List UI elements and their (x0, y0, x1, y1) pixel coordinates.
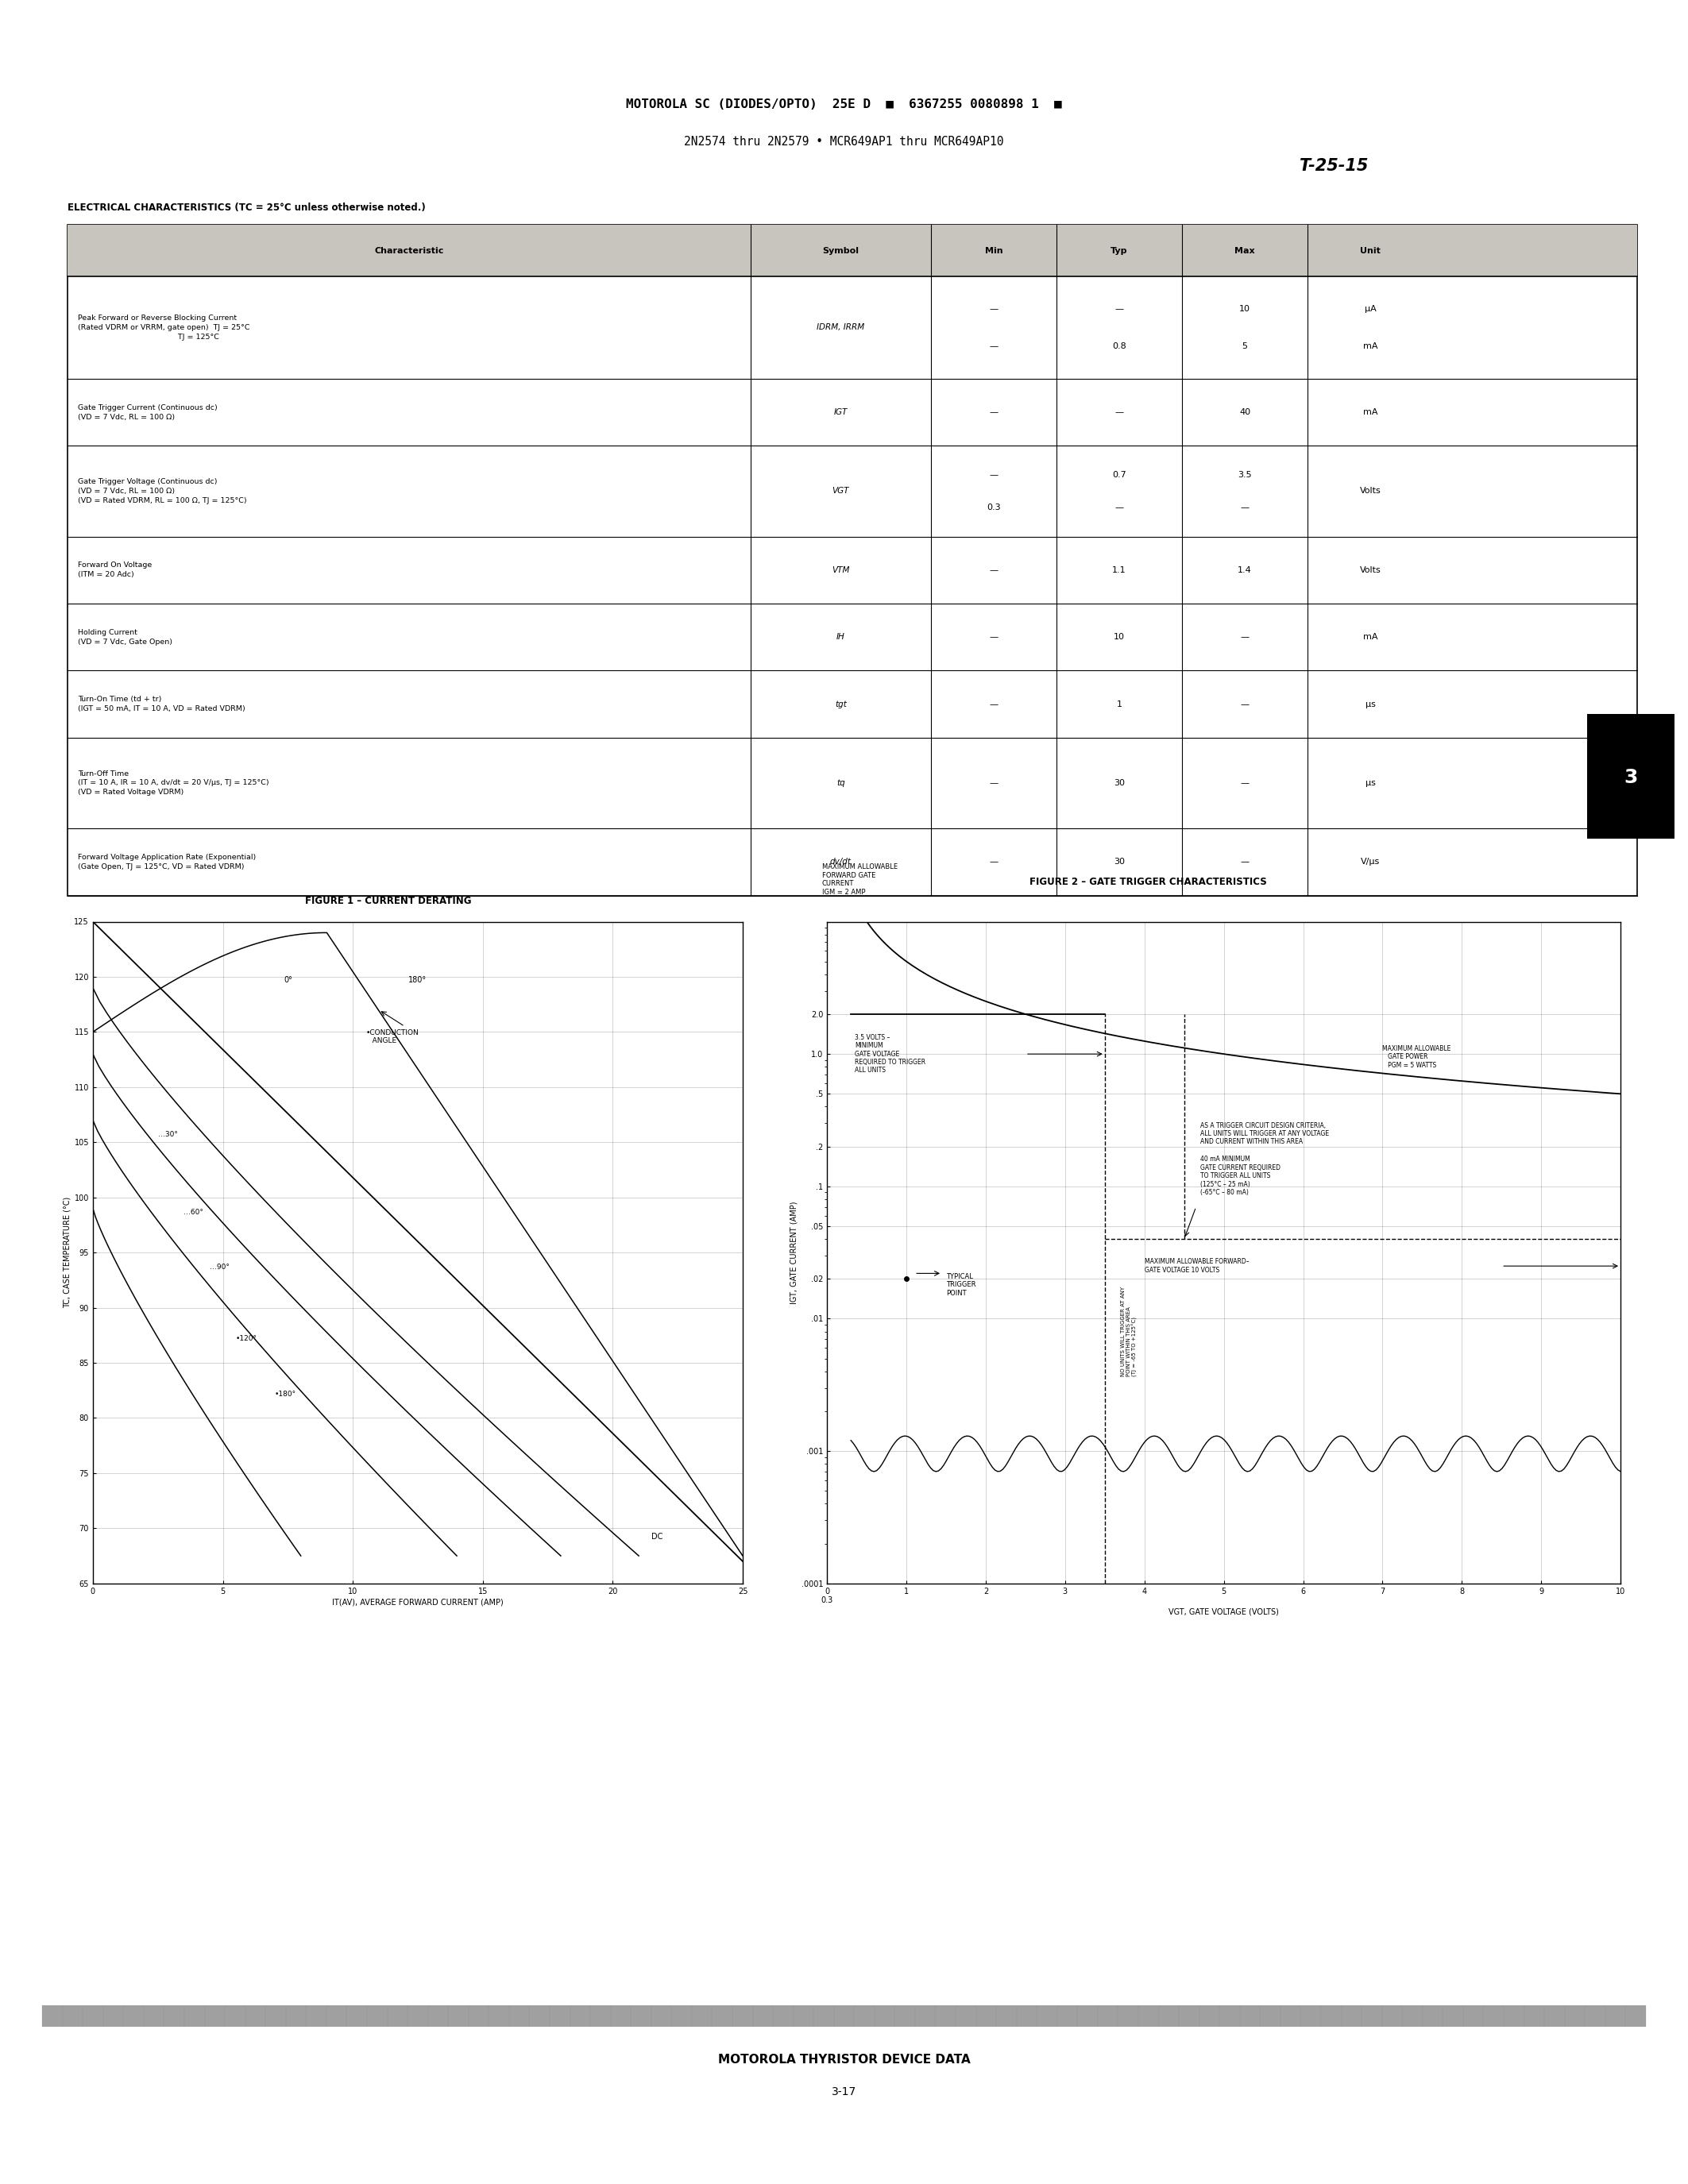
Text: 3: 3 (1624, 769, 1637, 786)
Text: MAXIMUM ALLOWABLE
FORWARD GATE
CURRENT
IGM = 2 AMP: MAXIMUM ALLOWABLE FORWARD GATE CURRENT I… (822, 863, 898, 895)
Text: —: — (989, 633, 998, 642)
Text: Volts: Volts (1361, 566, 1381, 574)
Text: tq: tq (836, 780, 846, 786)
Text: Turn-On Time (td + tr)
(IGT = 50 mA, IT = 10 A, VD = Rated VDRM): Turn-On Time (td + tr) (IGT = 50 mA, IT … (78, 697, 245, 712)
Text: IDRM, IRRM: IDRM, IRRM (817, 323, 864, 332)
Text: T-25-15: T-25-15 (1300, 157, 1367, 175)
Text: 0.3: 0.3 (987, 505, 1001, 511)
Text: Symbol: Symbol (822, 247, 859, 256)
Text: μs: μs (1366, 780, 1376, 786)
Text: 0°: 0° (284, 976, 292, 985)
Text: —: — (989, 566, 998, 574)
Text: Characteristic: Characteristic (375, 247, 444, 256)
Text: Gate Trigger Voltage (Continuous dc)
(VD = 7 Vdc, RL = 100 Ω)
(VD = Rated VDRM, : Gate Trigger Voltage (Continuous dc) (VD… (78, 478, 246, 505)
Text: —: — (989, 306, 998, 312)
Text: •120°: •120° (236, 1334, 257, 1343)
Text: Max: Max (1234, 247, 1256, 256)
Text: —: — (1241, 633, 1249, 642)
Text: 10: 10 (1114, 633, 1124, 642)
Text: —: — (1114, 306, 1124, 312)
Text: μs: μs (1366, 701, 1376, 708)
Text: 180°: 180° (408, 976, 427, 985)
Text: V/μs: V/μs (1361, 858, 1381, 865)
Text: —: — (1114, 408, 1124, 417)
Bar (68, 225, 1637, 275)
Text: •CONDUCTION
   ANGLE: •CONDUCTION ANGLE (366, 1029, 419, 1044)
Text: 3.5 VOLTS –
MINIMUM
GATE VOLTAGE
REQUIRED TO TRIGGER
ALL UNITS: 3.5 VOLTS – MINIMUM GATE VOLTAGE REQUIRE… (854, 1033, 925, 1075)
Bar (68, 225, 1637, 895)
Text: —: — (989, 858, 998, 865)
Text: ELECTRICAL CHARACTERISTICS (TC = 25°C unless otherwise noted.): ELECTRICAL CHARACTERISTICS (TC = 25°C un… (68, 203, 425, 212)
Text: …90°: …90° (209, 1265, 230, 1271)
Text: …60°: …60° (184, 1208, 204, 1216)
Text: —: — (1241, 505, 1249, 511)
Text: dv/dt: dv/dt (830, 858, 851, 865)
Text: —: — (989, 472, 998, 478)
Text: Holding Current
(VD = 7 Vdc, Gate Open): Holding Current (VD = 7 Vdc, Gate Open) (78, 629, 172, 644)
Text: 1.4: 1.4 (1237, 566, 1252, 574)
Text: NO UNITS WILL TRIGGER AT ANY
POINT WITHIN THIS AREA
(TJ = -65 TO +125°C): NO UNITS WILL TRIGGER AT ANY POINT WITHI… (1121, 1286, 1138, 1376)
Text: FIGURE 2 – GATE TRIGGER CHARACTERISTICS: FIGURE 2 – GATE TRIGGER CHARACTERISTICS (1030, 876, 1266, 887)
Text: 3-17: 3-17 (832, 2086, 856, 2099)
Text: Min: Min (984, 247, 1003, 256)
Text: —: — (1241, 701, 1249, 708)
Text: MOTOROLA THYRISTOR DEVICE DATA: MOTOROLA THYRISTOR DEVICE DATA (717, 2053, 971, 2066)
Text: 3.5: 3.5 (1237, 472, 1252, 478)
Text: MAXIMUM ALLOWABLE
   GATE POWER
   PGM = 5 WATTS: MAXIMUM ALLOWABLE GATE POWER PGM = 5 WAT… (1382, 1046, 1452, 1068)
Text: —: — (989, 343, 998, 349)
Text: mA: mA (1364, 633, 1377, 642)
Text: μA: μA (1364, 306, 1376, 312)
X-axis label: VGT, GATE VOLTAGE (VOLTS): VGT, GATE VOLTAGE (VOLTS) (1168, 1607, 1280, 1616)
Text: mA: mA (1364, 408, 1377, 417)
Text: 1: 1 (1116, 701, 1123, 708)
Text: —: — (1241, 780, 1249, 786)
Text: Gate Trigger Current (Continuous dc)
(VD = 7 Vdc, RL = 100 Ω): Gate Trigger Current (Continuous dc) (VD… (78, 404, 218, 422)
Text: 30: 30 (1114, 858, 1124, 865)
Text: VGT: VGT (832, 487, 849, 496)
Text: Volts: Volts (1361, 487, 1381, 496)
Text: MOTOROLA SC (DIODES/OPTO)  25E D  ■  6367255 0080898 1  ■: MOTOROLA SC (DIODES/OPTO) 25E D ■ 636725… (626, 98, 1062, 111)
Text: 40 mA MINIMUM
GATE CURRENT REQUIRED
TO TRIGGER ALL UNITS
(125°C – 25 mA)
(-65°C : 40 mA MINIMUM GATE CURRENT REQUIRED TO T… (1200, 1155, 1280, 1197)
Text: Typ: Typ (1111, 247, 1128, 256)
X-axis label: IT(AV), AVERAGE FORWARD CURRENT (AMP): IT(AV), AVERAGE FORWARD CURRENT (AMP) (333, 1599, 503, 1607)
Text: AS A TRIGGER CIRCUIT DESIGN CRITERIA,
ALL UNITS WILL TRIGGER AT ANY VOLTAGE
AND : AS A TRIGGER CIRCUIT DESIGN CRITERIA, AL… (1200, 1123, 1328, 1147)
Text: —: — (1114, 505, 1124, 511)
Y-axis label: TC, CASE TEMPERATURE (°C): TC, CASE TEMPERATURE (°C) (62, 1197, 71, 1308)
Text: Peak Forward or Reverse Blocking Current
(Rated VDRM or VRRM, gate open)  TJ = 2: Peak Forward or Reverse Blocking Current… (78, 314, 250, 341)
Text: DC: DC (652, 1533, 663, 1542)
Text: IH: IH (836, 633, 846, 642)
Text: 5: 5 (1242, 343, 1247, 349)
Text: Forward Voltage Application Rate (Exponential)
(Gate Open, TJ = 125°C, VD = Rate: Forward Voltage Application Rate (Expone… (78, 854, 257, 869)
Text: 2N2574 thru 2N2579 • MCR649AP1 thru MCR649AP10: 2N2574 thru 2N2579 • MCR649AP1 thru MCR6… (684, 135, 1004, 149)
Text: TYPICAL
TRIGGER
POINT: TYPICAL TRIGGER POINT (945, 1273, 976, 1297)
Bar (1587, 714, 1674, 839)
Text: Forward On Voltage
(ITM = 20 Adc): Forward On Voltage (ITM = 20 Adc) (78, 561, 152, 579)
Text: —: — (989, 780, 998, 786)
Text: mA: mA (1364, 343, 1377, 349)
Text: …30°: …30° (159, 1131, 177, 1138)
Text: 40: 40 (1239, 408, 1251, 417)
Text: IGT: IGT (834, 408, 847, 417)
Text: —: — (989, 701, 998, 708)
Text: tgt: tgt (836, 701, 847, 708)
Text: 0.8: 0.8 (1112, 343, 1126, 349)
Text: Unit: Unit (1361, 247, 1381, 256)
Text: —: — (1241, 858, 1249, 865)
Text: Turn-Off Time
(IT = 10 A, IR = 10 A, dv/dt = 20 V/μs, TJ = 125°C)
(VD = Rated Vo: Turn-Off Time (IT = 10 A, IR = 10 A, dv/… (78, 771, 268, 795)
Text: —: — (989, 408, 998, 417)
Text: MAXIMUM ALLOWABLE FORWARD–
GATE VOLTAGE 10 VOLTS: MAXIMUM ALLOWABLE FORWARD– GATE VOLTAGE … (1144, 1258, 1249, 1273)
Bar (42, 2005, 1646, 2027)
Text: 0.7: 0.7 (1112, 472, 1126, 478)
Y-axis label: IGT, GATE CURRENT (AMP): IGT, GATE CURRENT (AMP) (790, 1201, 798, 1304)
Text: FIGURE 1 – CURRENT DERATING: FIGURE 1 – CURRENT DERATING (306, 895, 471, 906)
Text: VTM: VTM (832, 566, 849, 574)
Text: 1.1: 1.1 (1112, 566, 1126, 574)
Text: 30: 30 (1114, 780, 1124, 786)
Text: •180°: •180° (275, 1391, 297, 1398)
Text: 10: 10 (1239, 306, 1251, 312)
